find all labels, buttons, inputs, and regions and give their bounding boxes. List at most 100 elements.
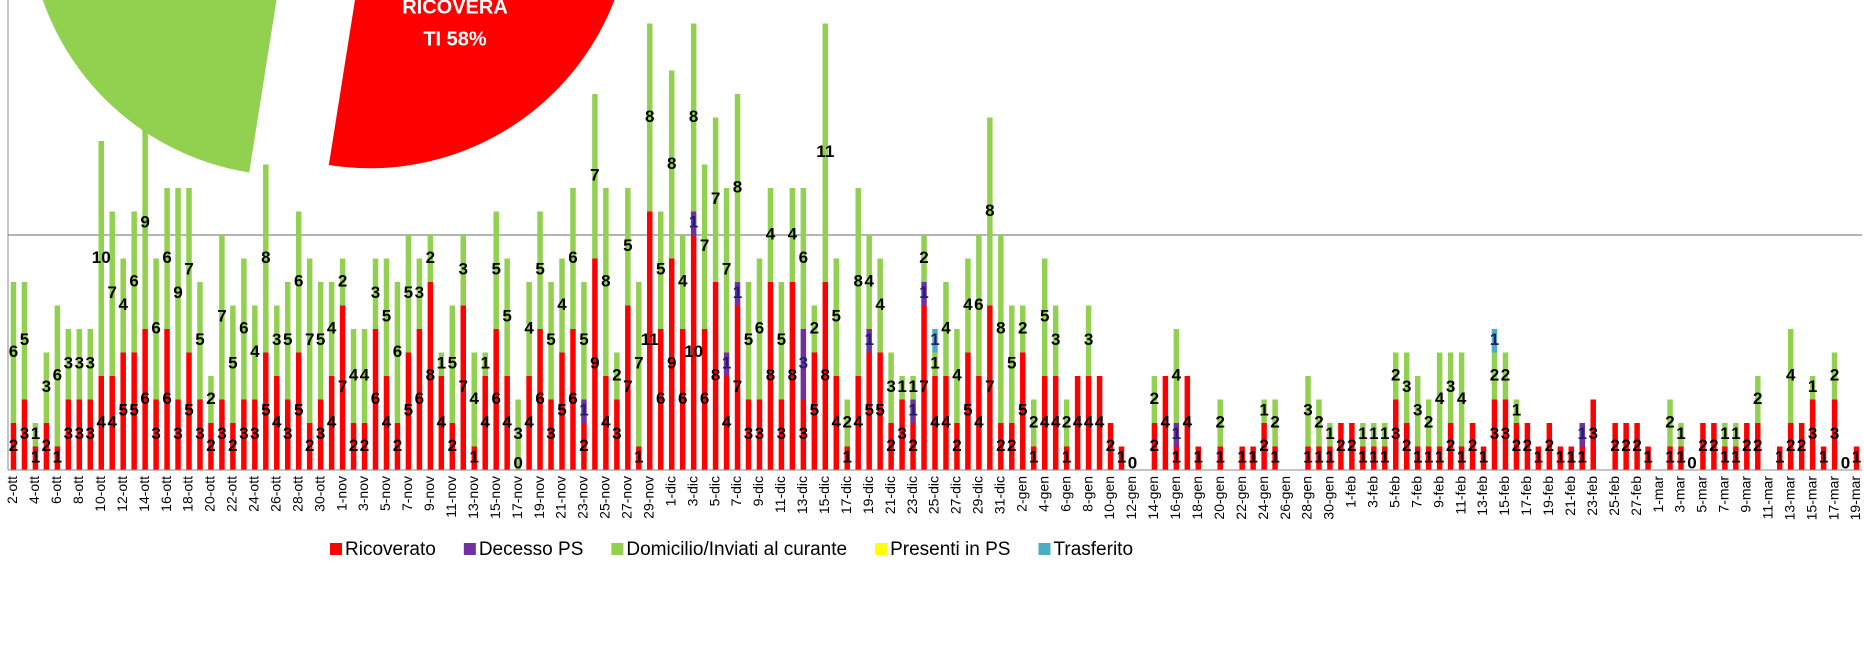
data-label: 7 xyxy=(305,330,314,349)
data-label: 3 xyxy=(546,424,555,443)
data-label: 5 xyxy=(261,401,270,420)
data-label: 2 xyxy=(886,436,895,455)
data-label: 2 xyxy=(1490,365,1499,384)
data-label: 5 xyxy=(195,330,204,349)
data-label: 5 xyxy=(1007,354,1016,373)
data-label: 3 xyxy=(799,354,808,373)
bar-segment xyxy=(1371,423,1377,447)
bar-segment xyxy=(285,399,291,470)
bar-segment xyxy=(515,399,521,470)
data-label: 6 xyxy=(491,389,500,408)
bar-segment xyxy=(32,446,39,470)
bar-segment xyxy=(559,258,565,353)
data-label: 3 xyxy=(151,424,160,443)
x-tick-label: 27-nov xyxy=(619,476,635,519)
data-label: 7 xyxy=(722,260,731,279)
bar-segment xyxy=(306,423,313,470)
data-label: 0 xyxy=(1841,453,1850,472)
bar-segment xyxy=(548,282,554,400)
data-label: 2 xyxy=(305,436,314,455)
bar-segment xyxy=(1041,258,1048,376)
bar-segment xyxy=(888,423,894,470)
data-label: 4 xyxy=(853,412,863,431)
bar-segment xyxy=(614,399,620,470)
bar-segment xyxy=(482,376,488,470)
bar-segment xyxy=(230,305,236,423)
bar-segment xyxy=(427,282,434,470)
data-label: 3 xyxy=(64,424,73,443)
data-label: 5 xyxy=(20,330,29,349)
data-label: 3 xyxy=(283,424,292,443)
bar-segment xyxy=(1458,446,1465,470)
bar-segment xyxy=(603,376,609,470)
x-tick-label: 28-ott xyxy=(289,476,305,512)
data-label: 1 xyxy=(1172,448,1181,467)
bar-segment xyxy=(855,188,861,376)
data-label: 3 xyxy=(612,424,621,443)
data-label: 8 xyxy=(821,365,830,384)
data-label: 3 xyxy=(250,424,259,443)
bar-segment xyxy=(1250,446,1256,470)
data-label: 1 xyxy=(1643,448,1652,467)
data-label: 1 xyxy=(1325,448,1334,467)
data-label: 2 xyxy=(1062,412,1071,431)
bar-segment xyxy=(109,376,115,470)
bar-segment xyxy=(1414,376,1421,447)
data-label: 1 xyxy=(1325,424,1334,443)
bar-segment xyxy=(1809,376,1816,400)
bar-segment xyxy=(1393,399,1399,470)
x-tick-label: 21-dic xyxy=(882,476,898,514)
x-tick-label: 11-dic xyxy=(772,476,788,513)
x-tick-label: 24-gen xyxy=(1255,476,1271,520)
data-label: 5 xyxy=(382,307,391,326)
data-labels: 2635112316333333410475456693666395735223… xyxy=(9,107,1861,473)
bar-segment xyxy=(1030,446,1037,470)
x-tick-label: 19-feb xyxy=(1540,476,1556,516)
data-label: 6 xyxy=(129,271,138,290)
x-tick-label: 18-gen xyxy=(1189,476,1205,520)
bar-segment xyxy=(844,399,850,447)
data-label: 2 xyxy=(1106,436,1115,455)
x-tick-label: 1-feb xyxy=(1343,476,1359,508)
bar-segment xyxy=(1261,423,1267,470)
bar-segment xyxy=(43,423,50,470)
bar-segment xyxy=(1338,423,1344,470)
pie-slice xyxy=(328,0,615,169)
data-label: 10 xyxy=(684,342,703,361)
data-label: 4 xyxy=(1786,365,1796,384)
data-label: 1 xyxy=(1512,401,1521,420)
x-tick-label: 17-dic xyxy=(838,476,854,514)
bar-segment xyxy=(98,376,104,470)
data-label: 10 xyxy=(92,248,111,267)
data-label: 7 xyxy=(711,189,720,208)
x-tick-label: 8-gen xyxy=(1079,476,1095,512)
data-label: 4 xyxy=(941,318,951,337)
data-label: 4 xyxy=(875,295,885,314)
bar-segment xyxy=(570,329,576,470)
bar-segment xyxy=(1513,423,1520,470)
pie-slice xyxy=(42,0,277,173)
data-label: 1 xyxy=(1358,448,1367,467)
bar-segment xyxy=(1667,399,1673,447)
data-label: 2 xyxy=(810,318,819,337)
bar-segment xyxy=(1502,352,1509,400)
bar-segment xyxy=(701,164,708,329)
data-label: 2 xyxy=(1545,436,1554,455)
bar-segment xyxy=(1316,399,1322,447)
bar-segment xyxy=(295,211,302,353)
data-label: 1 xyxy=(1457,448,1466,467)
data-label: 2 xyxy=(612,365,621,384)
data-label: 4 xyxy=(722,412,732,431)
bar-segment xyxy=(877,258,883,353)
data-label: 1 xyxy=(919,283,928,302)
x-tick-label: 17-feb xyxy=(1518,476,1534,516)
data-label: 7 xyxy=(338,377,347,396)
data-label: 6 xyxy=(678,389,687,408)
data-label: 1 xyxy=(1270,448,1279,467)
x-tick-label: 3-mar xyxy=(1672,476,1688,513)
bar-segment xyxy=(21,399,28,470)
bar-segment xyxy=(285,282,291,400)
data-label: 5 xyxy=(623,236,632,255)
data-label: 6 xyxy=(799,248,808,267)
